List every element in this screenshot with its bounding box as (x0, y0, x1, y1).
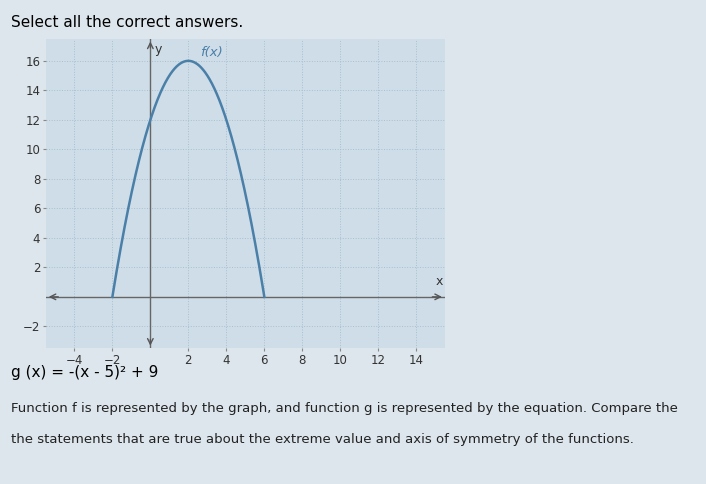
Text: f(x): f(x) (200, 45, 222, 59)
Text: x: x (436, 275, 443, 288)
Text: Function f is represented by the graph, and function g is represented by the equ: Function f is represented by the graph, … (11, 402, 678, 415)
Text: the statements that are true about the extreme value and axis of symmetry of the: the statements that are true about the e… (11, 433, 633, 446)
Text: g (x) = -(x - 5)² + 9: g (x) = -(x - 5)² + 9 (11, 365, 158, 380)
Text: y: y (155, 43, 162, 56)
Text: Select all the correct answers.: Select all the correct answers. (11, 15, 243, 30)
